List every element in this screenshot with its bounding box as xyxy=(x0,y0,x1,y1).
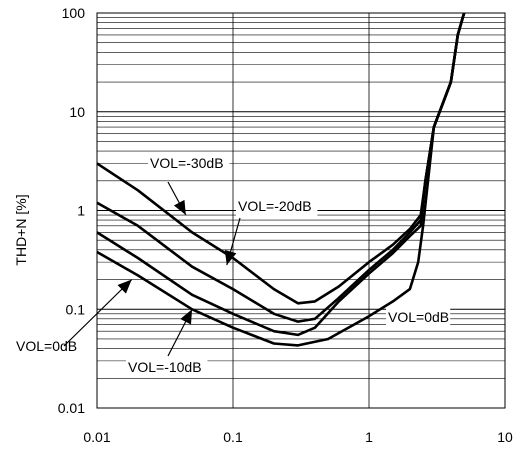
annotation-label: VOL=-10dB xyxy=(128,359,202,375)
annotations: VOL=-30dB VOL=-20dB VOL=-10dB VOL=0dB VOL=0d… xyxy=(14,153,451,377)
plot-area-frame xyxy=(96,12,506,409)
annotation-label: VOL=-30dB xyxy=(150,155,224,171)
series-line xyxy=(96,12,466,347)
x-tick-label: 1 xyxy=(365,429,373,445)
y-tick-label: 0.01 xyxy=(58,400,85,416)
annotation-background xyxy=(148,153,230,173)
y-tick-label: 1 xyxy=(77,203,85,219)
y-axis-ticks: 0.01 0.1 1 10 100 xyxy=(58,5,85,416)
series-line xyxy=(96,12,466,337)
annotation-label: VOL=-20dB xyxy=(238,198,312,214)
x-tick-label: 0.1 xyxy=(223,429,243,445)
x-axis-ticks: 0.01 0.1 1 10 xyxy=(83,429,513,445)
annotation-background xyxy=(386,307,451,327)
annotation-arrowhead xyxy=(224,249,237,266)
annotation-arrowhead xyxy=(173,199,186,216)
x-tick-label: 0.01 xyxy=(83,429,110,445)
annotation-background xyxy=(14,336,79,356)
series-lines xyxy=(96,12,466,347)
annotation-arrowhead xyxy=(180,309,193,325)
annotation-background xyxy=(236,196,318,216)
annotation-arrowhead xyxy=(117,279,132,294)
y-tick-label: 100 xyxy=(62,5,86,21)
y-tick-label: 0.1 xyxy=(66,301,86,317)
x-tick-label: 10 xyxy=(497,429,513,445)
annotation-label: VOL=0dB xyxy=(388,309,449,325)
annotation-background xyxy=(126,357,208,377)
annotation-label: VOL=0dB xyxy=(16,338,77,354)
annotation-arrow-line xyxy=(63,279,133,347)
y-axis-label: THD+N [%] xyxy=(13,194,29,265)
y-tick-label: 10 xyxy=(69,104,85,120)
